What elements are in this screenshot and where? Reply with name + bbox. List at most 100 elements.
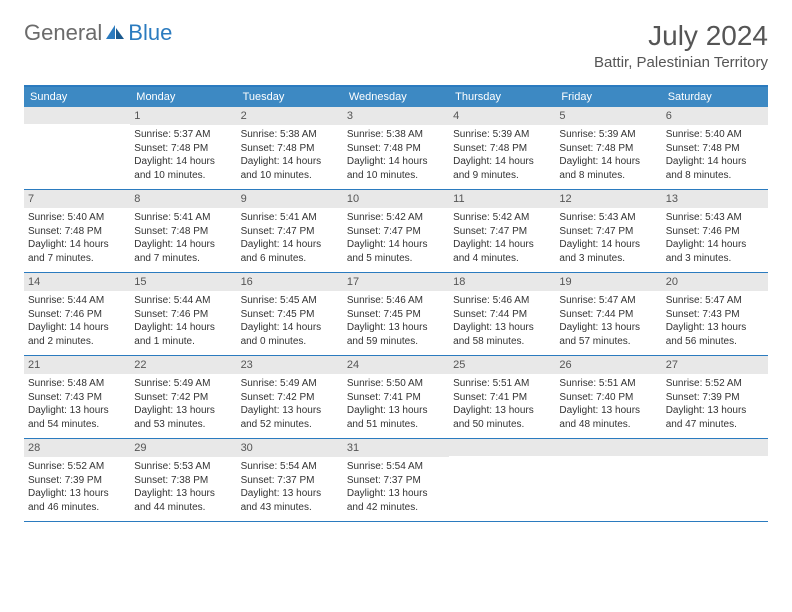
daylight-text: Daylight: 13 hours and 43 minutes. bbox=[241, 487, 339, 514]
sunrise-text: Sunrise: 5:40 AM bbox=[666, 128, 764, 142]
day-info: Sunrise: 5:52 AMSunset: 7:39 PMDaylight:… bbox=[666, 377, 764, 431]
sunrise-text: Sunrise: 5:51 AM bbox=[453, 377, 551, 391]
weeks-container: 1Sunrise: 5:37 AMSunset: 7:48 PMDaylight… bbox=[24, 107, 768, 522]
day-cell: 29 Sunrise: 5:53 AMSunset: 7:38 PMDayligh… bbox=[130, 439, 236, 521]
page-header: General Blue July 2024 Battir, Palestini… bbox=[0, 0, 792, 77]
week-row: 1Sunrise: 5:37 AMSunset: 7:48 PMDaylight… bbox=[24, 107, 768, 190]
sunset-text: Sunset: 7:47 PM bbox=[241, 225, 339, 239]
daylight-text: Daylight: 13 hours and 56 minutes. bbox=[666, 321, 764, 348]
sunset-text: Sunset: 7:41 PM bbox=[453, 391, 551, 405]
day-cell bbox=[449, 439, 555, 521]
day-info: Sunrise: 5:38 AMSunset: 7:48 PMDaylight:… bbox=[347, 128, 445, 182]
daylight-text: Daylight: 14 hours and 8 minutes. bbox=[559, 155, 657, 182]
sunset-text: Sunset: 7:46 PM bbox=[28, 308, 126, 322]
weekday-header-row: SundayMondayTuesdayWednesdayThursdayFrid… bbox=[24, 87, 768, 107]
day-number: 17 bbox=[343, 273, 449, 291]
day-cell: 28Sunrise: 5:52 AMSunset: 7:39 PMDayligh… bbox=[24, 439, 130, 521]
day-number: 14 bbox=[24, 273, 130, 291]
day-info: Sunrise: 5:46 AMSunset: 7:44 PMDaylight:… bbox=[453, 294, 551, 348]
location: Battir, Palestinian Territory bbox=[594, 54, 768, 71]
daylight-text: Daylight: 13 hours and 50 minutes. bbox=[453, 404, 551, 431]
sunrise-text: Sunrise: 5:52 AM bbox=[666, 377, 764, 391]
day-info: Sunrise: 5:46 AMSunset: 7:45 PMDaylight:… bbox=[347, 294, 445, 348]
day-cell bbox=[555, 439, 661, 521]
sunrise-text: Sunrise: 5:43 AM bbox=[559, 211, 657, 225]
sunset-text: Sunset: 7:40 PM bbox=[559, 391, 657, 405]
day-cell: 2 Sunrise: 5:38 AMSunset: 7:48 PMDaylight… bbox=[237, 107, 343, 189]
daylight-text: Daylight: 14 hours and 0 minutes. bbox=[241, 321, 339, 348]
sunset-text: Sunset: 7:48 PM bbox=[241, 142, 339, 156]
day-cell: 16Sunrise: 5:45 AMSunset: 7:45 PMDayligh… bbox=[237, 273, 343, 355]
daylight-text: Daylight: 14 hours and 3 minutes. bbox=[666, 238, 764, 265]
sunset-text: Sunset: 7:47 PM bbox=[347, 225, 445, 239]
day-info: Sunrise: 5:54 AMSunset: 7:37 PMDaylight:… bbox=[241, 460, 339, 514]
sunrise-text: Sunrise: 5:41 AM bbox=[134, 211, 232, 225]
logo: General Blue bbox=[24, 20, 172, 46]
sunset-text: Sunset: 7:44 PM bbox=[559, 308, 657, 322]
weekday-header: Sunday bbox=[24, 87, 130, 107]
day-info: Sunrise: 5:49 AMSunset: 7:42 PMDaylight:… bbox=[241, 377, 339, 431]
day-number: 4 bbox=[449, 107, 555, 125]
day-info: Sunrise: 5:40 AMSunset: 7:48 PMDaylight:… bbox=[666, 128, 764, 182]
sunrise-text: Sunrise: 5:49 AM bbox=[241, 377, 339, 391]
day-info: Sunrise: 5:37 AMSunset: 7:48 PMDaylight:… bbox=[134, 128, 232, 182]
day-cell: 17 Sunrise: 5:46 AMSunset: 7:45 PMDayligh… bbox=[343, 273, 449, 355]
day-cell: 25 Sunrise: 5:51 AMSunset: 7:41 PMDayligh… bbox=[449, 356, 555, 438]
day-cell: 20Sunrise: 5:47 AMSunset: 7:43 PMDayligh… bbox=[662, 273, 768, 355]
day-info: Sunrise: 5:49 AMSunset: 7:42 PMDaylight:… bbox=[134, 377, 232, 431]
sunset-text: Sunset: 7:46 PM bbox=[666, 225, 764, 239]
day-info: Sunrise: 5:45 AMSunset: 7:45 PMDaylight:… bbox=[241, 294, 339, 348]
day-info: Sunrise: 5:43 AMSunset: 7:47 PMDaylight:… bbox=[559, 211, 657, 265]
day-info: Sunrise: 5:50 AMSunset: 7:41 PMDaylight:… bbox=[347, 377, 445, 431]
day-number: 23 bbox=[237, 356, 343, 374]
daylight-text: Daylight: 14 hours and 7 minutes. bbox=[134, 238, 232, 265]
day-cell: 19Sunrise: 5:47 AMSunset: 7:44 PMDayligh… bbox=[555, 273, 661, 355]
day-number: 22 bbox=[130, 356, 236, 374]
sunrise-text: Sunrise: 5:37 AM bbox=[134, 128, 232, 142]
weekday-header: Wednesday bbox=[343, 87, 449, 107]
sunrise-text: Sunrise: 5:38 AM bbox=[347, 128, 445, 142]
day-number: 3 bbox=[343, 107, 449, 125]
day-info: Sunrise: 5:38 AMSunset: 7:48 PMDaylight:… bbox=[241, 128, 339, 182]
daylight-text: Daylight: 13 hours and 58 minutes. bbox=[453, 321, 551, 348]
sunset-text: Sunset: 7:45 PM bbox=[347, 308, 445, 322]
empty-day-number bbox=[662, 439, 768, 456]
day-number: 12 bbox=[555, 190, 661, 208]
sunset-text: Sunset: 7:39 PM bbox=[28, 474, 126, 488]
day-number: 30 bbox=[237, 439, 343, 457]
day-number: 29 bbox=[130, 439, 236, 457]
sunrise-text: Sunrise: 5:54 AM bbox=[241, 460, 339, 474]
logo-text-blue: Blue bbox=[128, 20, 172, 46]
day-number: 18 bbox=[449, 273, 555, 291]
day-cell: 11Sunrise: 5:42 AMSunset: 7:47 PMDayligh… bbox=[449, 190, 555, 272]
day-info: Sunrise: 5:41 AMSunset: 7:48 PMDaylight:… bbox=[134, 211, 232, 265]
day-info: Sunrise: 5:51 AMSunset: 7:41 PMDaylight:… bbox=[453, 377, 551, 431]
day-number: 10 bbox=[343, 190, 449, 208]
sunrise-text: Sunrise: 5:41 AM bbox=[241, 211, 339, 225]
daylight-text: Daylight: 13 hours and 47 minutes. bbox=[666, 404, 764, 431]
day-info: Sunrise: 5:53 AMSunset: 7:38 PMDaylight:… bbox=[134, 460, 232, 514]
day-cell: 30 Sunrise: 5:54 AMSunset: 7:37 PMDayligh… bbox=[237, 439, 343, 521]
sunset-text: Sunset: 7:44 PM bbox=[453, 308, 551, 322]
day-cell: 4Sunrise: 5:39 AMSunset: 7:48 PMDaylight… bbox=[449, 107, 555, 189]
day-number: 6 bbox=[662, 107, 768, 125]
day-number: 31 bbox=[343, 439, 449, 457]
day-cell: 7Sunrise: 5:40 AMSunset: 7:48 PMDaylight… bbox=[24, 190, 130, 272]
day-info: Sunrise: 5:47 AMSunset: 7:44 PMDaylight:… bbox=[559, 294, 657, 348]
daylight-text: Daylight: 14 hours and 9 minutes. bbox=[453, 155, 551, 182]
empty-day-number bbox=[555, 439, 661, 456]
day-number: 8 bbox=[130, 190, 236, 208]
day-cell: 21Sunrise: 5:48 AMSunset: 7:43 PMDayligh… bbox=[24, 356, 130, 438]
day-cell: 18 Sunrise: 5:46 AMSunset: 7:44 PMDayligh… bbox=[449, 273, 555, 355]
daylight-text: Daylight: 13 hours and 52 minutes. bbox=[241, 404, 339, 431]
day-number: 2 bbox=[237, 107, 343, 125]
day-info: Sunrise: 5:47 AMSunset: 7:43 PMDaylight:… bbox=[666, 294, 764, 348]
week-row: 7Sunrise: 5:40 AMSunset: 7:48 PMDaylight… bbox=[24, 190, 768, 273]
day-number: 25 bbox=[449, 356, 555, 374]
month-title: July 2024 bbox=[594, 20, 768, 52]
day-number: 5 bbox=[555, 107, 661, 125]
title-block: July 2024 Battir, Palestinian Territory bbox=[594, 20, 768, 71]
sunrise-text: Sunrise: 5:38 AM bbox=[241, 128, 339, 142]
weekday-header: Monday bbox=[130, 87, 236, 107]
sunset-text: Sunset: 7:48 PM bbox=[347, 142, 445, 156]
